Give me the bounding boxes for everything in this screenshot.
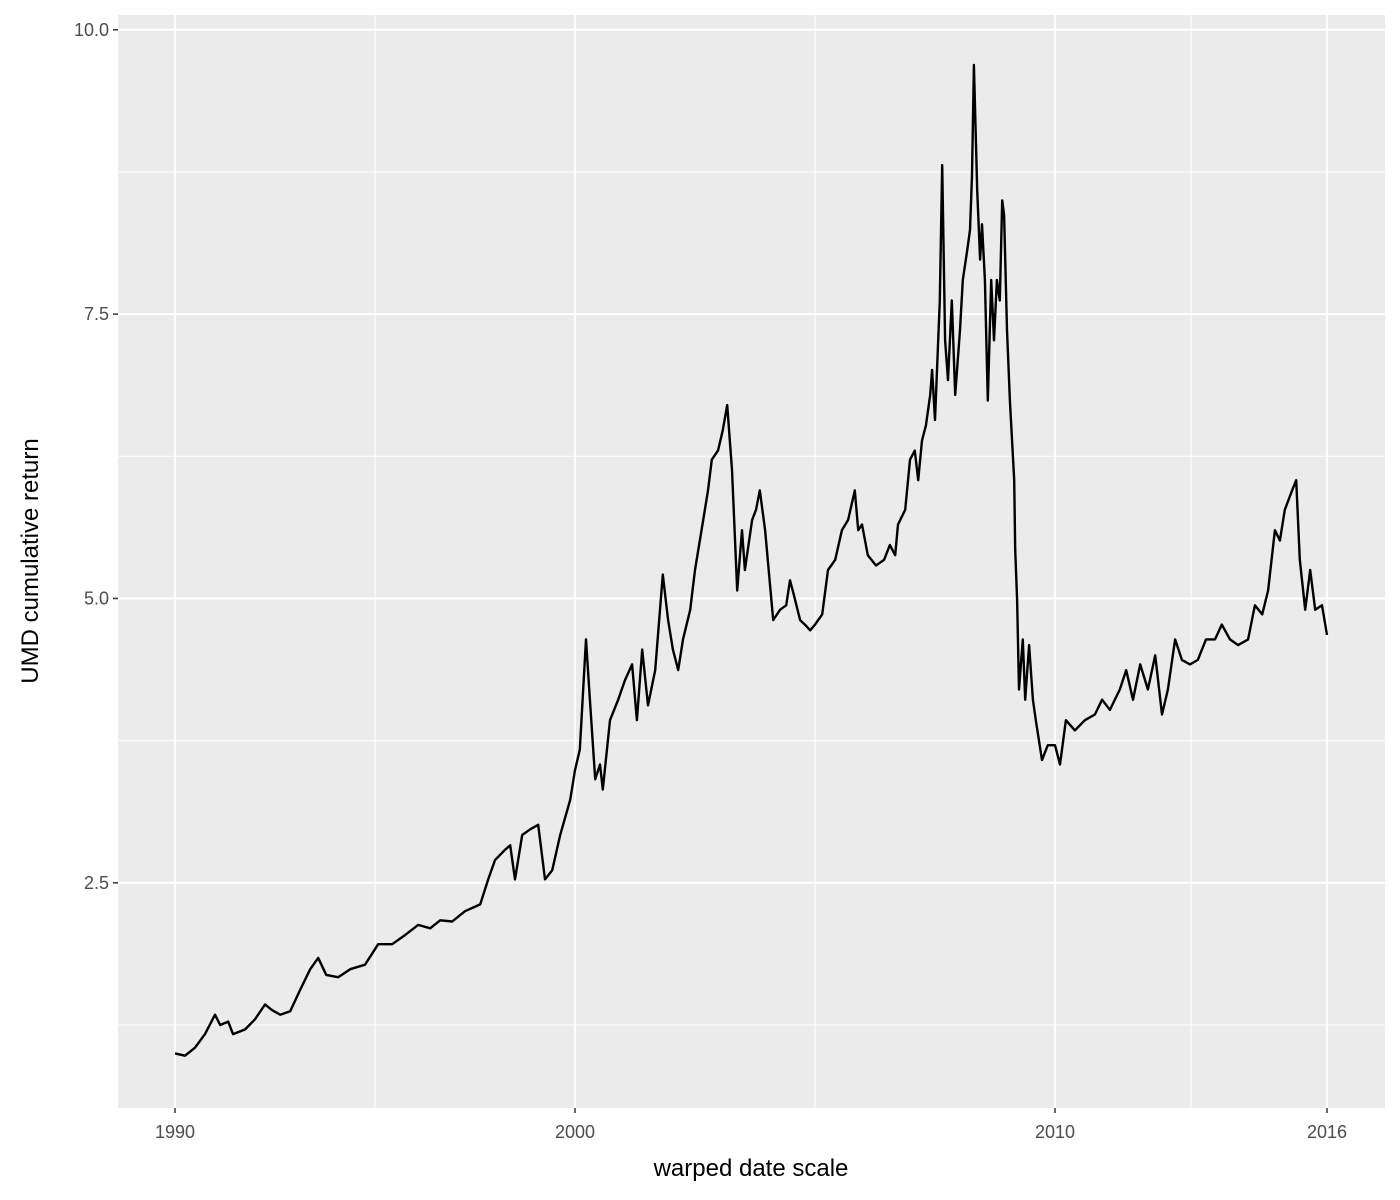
x-tick-label: 2000 bbox=[555, 1122, 595, 1142]
x-axis-title: warped date scale bbox=[653, 1155, 849, 1182]
y-tick-label: 5.0 bbox=[84, 588, 109, 608]
y-axis: 2.5 5.0 7.5 10.0 bbox=[74, 20, 118, 893]
y-tick-label: 2.5 bbox=[84, 873, 109, 893]
x-tick-label: 2016 bbox=[1307, 1122, 1347, 1142]
x-axis: 1990 2000 2010 2016 bbox=[155, 1108, 1347, 1142]
x-tick-label: 2010 bbox=[1035, 1122, 1075, 1142]
y-axis-title: UMD cumulative return bbox=[17, 438, 44, 683]
minor-gridlines bbox=[118, 15, 1385, 1108]
cumulative-return-line bbox=[174, 63, 1329, 1057]
plot-panel bbox=[118, 15, 1385, 1108]
x-tick-label: 1990 bbox=[155, 1122, 195, 1142]
y-tick-label: 10.0 bbox=[74, 20, 109, 40]
y-tick-label: 7.5 bbox=[84, 304, 109, 324]
major-gridlines bbox=[118, 15, 1385, 1108]
